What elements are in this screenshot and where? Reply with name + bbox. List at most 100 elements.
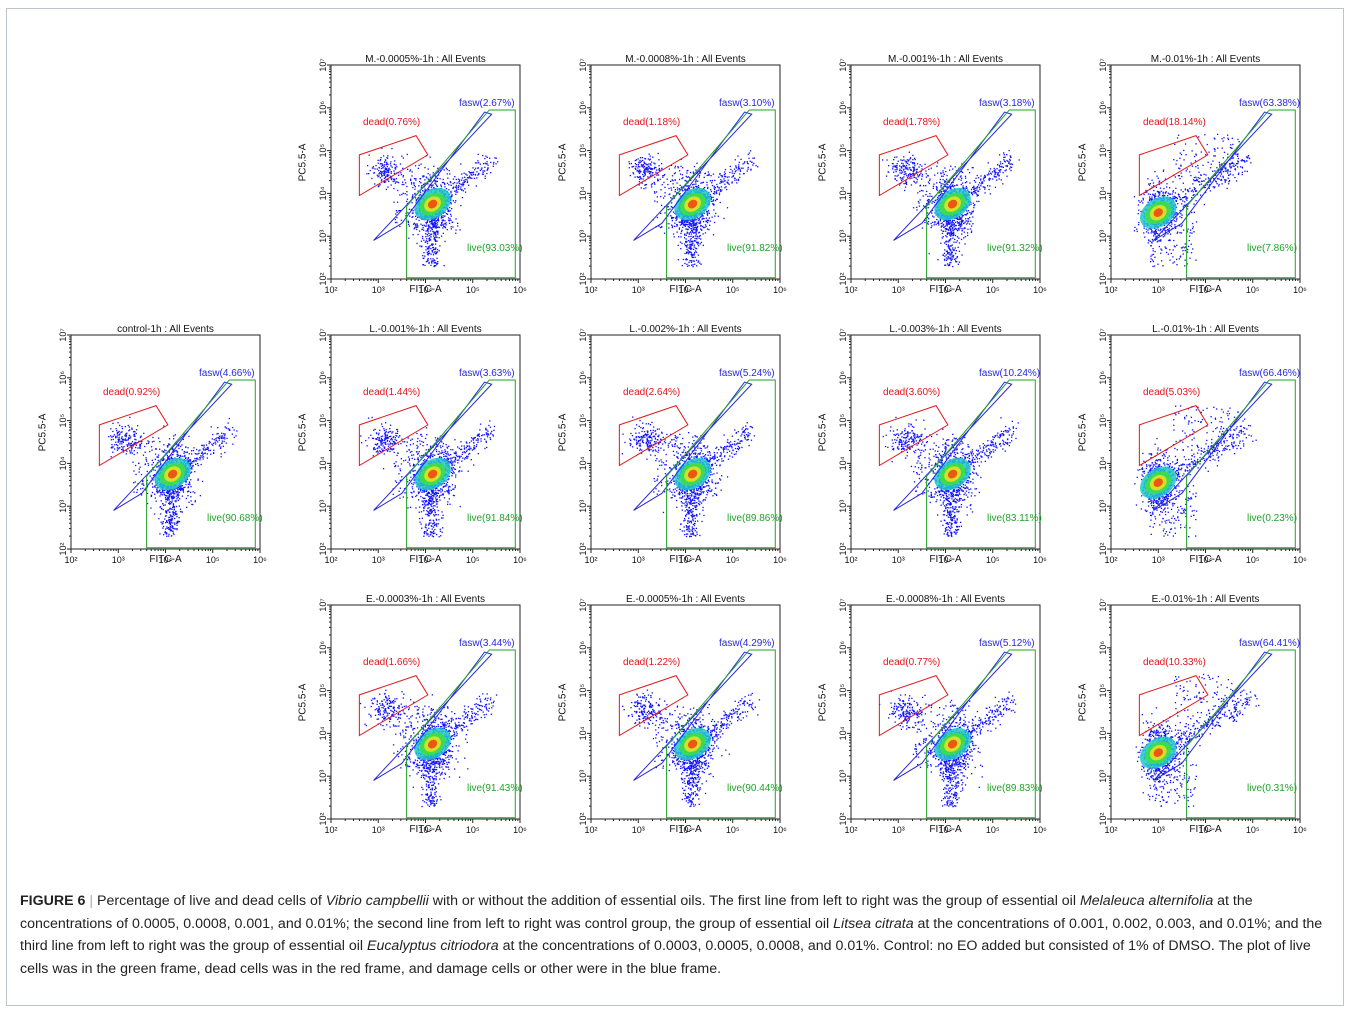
fasw-gate-label: fasw(2.67%) — [459, 98, 515, 109]
dead-gate — [358, 405, 429, 467]
x-tick-label: 10⁴ — [159, 555, 173, 565]
y-axis-label: PC5.5-A — [557, 683, 569, 722]
live-gate — [1186, 649, 1296, 819]
y-tick-label: 10⁴ — [838, 726, 848, 740]
x-tick-label: 10³ — [1152, 555, 1165, 565]
caption-segment: at the concentrations of 0.0005, 0.0008,… — [20, 893, 1253, 932]
y-tick-label: 10⁶ — [1098, 101, 1108, 115]
y-axis-label: PC5.5-A — [1077, 413, 1089, 452]
x-tick-label: 10² — [584, 285, 597, 295]
scatter-plot-svg: 10² 10³ 10⁴ 10⁵ 10⁶ 10² 10³ 10⁴ 10⁵ 10⁶ 10⁷ — [838, 58, 1047, 295]
x-tick-label: 10⁴ — [419, 555, 433, 565]
y-tick-label: 10² — [318, 272, 328, 285]
density-core — [414, 457, 451, 491]
dead-gate — [1138, 135, 1209, 197]
x-axis-label: FITC-A — [149, 554, 182, 565]
y-tick-label: 10³ — [318, 770, 328, 783]
density-core — [674, 187, 711, 221]
density-core — [674, 457, 711, 491]
y-tick-label: 10³ — [1098, 770, 1108, 783]
x-tick-label: 10² — [64, 555, 77, 565]
live-gate-label: live(91.82%) — [727, 243, 783, 254]
plot-title: M.-0.01%-1h : All Events — [1150, 54, 1261, 65]
x-axis-label: FITC-A — [669, 554, 702, 565]
y-axis-label: PC5.5-A — [557, 143, 569, 182]
y-tick-label: 10⁵ — [318, 683, 328, 697]
x-axis-label: FITC-A — [669, 284, 702, 295]
x-tick-label: 10³ — [632, 825, 645, 835]
fasw-gate-label: fasw(63.38%) — [1239, 98, 1301, 109]
dead-gate — [618, 675, 689, 737]
x-tick-label: 10⁴ — [419, 285, 433, 295]
x-tick-label: 10⁶ — [1033, 825, 1047, 835]
x-axis-label: FITC-A — [929, 824, 962, 835]
flow-cytometry-plot: E.-0.0008%-1h : All Events 10² 10³ 10⁴ 10⁵ 10… — [811, 594, 1048, 835]
y-axis-label: PC5.5-A — [817, 683, 829, 722]
y-tick-label: 10⁷ — [318, 328, 328, 341]
scatter-plot-svg: 10² 10³ 10⁴ 10⁵ 10⁶ 10² 10³ 10⁴ 10⁵ 10⁶ 10⁷ — [1098, 598, 1307, 835]
x-tick-label: 10⁴ — [679, 825, 693, 835]
y-tick-label: 10² — [318, 542, 328, 555]
dead-gate-label: dead(1.18%) — [623, 117, 681, 128]
y-tick-label: 10⁴ — [578, 456, 588, 470]
dead-gate — [358, 675, 429, 737]
y-tick-label: 10² — [1098, 272, 1108, 285]
x-tick-label: 10² — [844, 555, 857, 565]
x-tick-label: 10³ — [632, 555, 645, 565]
x-tick-label: 10⁵ — [466, 825, 480, 835]
fasw-gate-label: fasw(3.18%) — [979, 98, 1035, 109]
y-tick-label: 10⁷ — [838, 58, 848, 71]
density-core — [674, 727, 711, 761]
live-gate — [666, 109, 776, 279]
fasw-gate — [113, 381, 233, 511]
y-tick-label: 10⁶ — [578, 101, 588, 115]
scatter-plot-svg: 10² 10³ 10⁴ 10⁵ 10⁶ 10² 10³ 10⁴ 10⁵ 10⁶ 10⁷ — [578, 598, 787, 835]
fasw-gate — [1153, 381, 1273, 511]
x-tick-label: 10⁶ — [1293, 285, 1307, 295]
fasw-gate — [633, 651, 753, 781]
x-tick-label: 10⁵ — [1246, 285, 1260, 295]
x-tick-label: 10⁶ — [1033, 555, 1047, 565]
y-tick-label: 10⁷ — [1098, 598, 1108, 611]
live-gate-label: live(91.32%) — [987, 243, 1043, 254]
flow-cytometry-plot: L.-0.003%-1h : All Events 10² 10³ 10⁴ 10⁵ 10⁶… — [811, 324, 1048, 565]
y-tick-label: 10³ — [1098, 500, 1108, 513]
x-tick-label: 10⁴ — [939, 285, 953, 295]
x-tick-label: 10³ — [892, 825, 905, 835]
x-tick-label: 10³ — [632, 285, 645, 295]
y-tick-label: 10⁶ — [838, 641, 848, 655]
y-tick-label: 10⁷ — [318, 598, 328, 611]
y-tick-label: 10⁴ — [318, 186, 328, 200]
x-axis-label: FITC-A — [669, 824, 702, 835]
x-tick-label: 10² — [324, 825, 337, 835]
y-tick-label: 10⁴ — [838, 186, 848, 200]
y-axis-label: PC5.5-A — [1077, 143, 1089, 182]
y-tick-label: 10⁶ — [578, 641, 588, 655]
dead-gate — [618, 135, 689, 197]
density-core — [934, 457, 971, 491]
y-tick-label: 10³ — [838, 770, 848, 783]
dead-gate-label: dead(1.78%) — [883, 117, 941, 128]
x-axis-label: FITC-A — [929, 284, 962, 295]
density-core — [1140, 466, 1177, 499]
x-tick-label: 10⁶ — [1293, 555, 1307, 565]
fasw-gate — [893, 111, 1013, 241]
dead-gate — [878, 405, 949, 467]
live-gate-label: live(7.86%) — [1247, 243, 1298, 254]
dead-gate — [878, 135, 949, 197]
x-tick-label: 10⁶ — [1293, 825, 1307, 835]
y-tick-label: 10⁶ — [1098, 641, 1108, 655]
y-tick-label: 10² — [578, 272, 588, 285]
dead-gate-label: dead(1.66%) — [363, 657, 421, 668]
x-tick-label: 10³ — [1152, 285, 1165, 295]
figure-frame: M.-0.0005%-1h : All Events 10² 10³ 10⁴ 10⁵ 10… — [6, 8, 1344, 1006]
x-axis-label: FITC-A — [929, 554, 962, 565]
x-tick-label: 10⁶ — [773, 285, 787, 295]
y-tick-label: 10² — [838, 272, 848, 285]
dead-gate-label: dead(0.76%) — [363, 117, 421, 128]
dead-gate-label: dead(5.03%) — [1143, 387, 1201, 398]
x-tick-label: 10⁴ — [1199, 285, 1213, 295]
x-tick-label: 10⁶ — [513, 825, 527, 835]
caption-species-name: Eucalyptus citriodora — [366, 938, 499, 954]
live-gate — [406, 379, 516, 549]
